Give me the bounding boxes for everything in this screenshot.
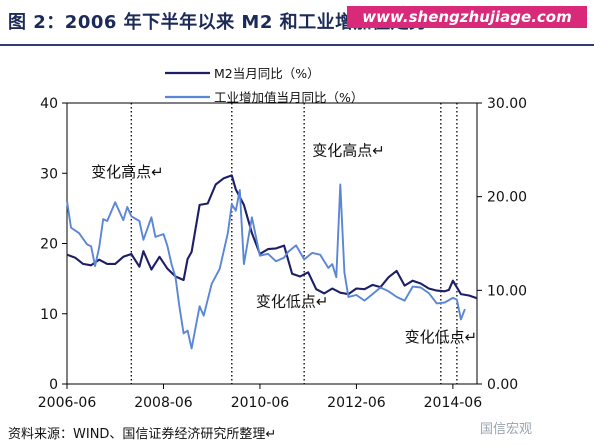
x-tick-label-0: 2006-06 (38, 395, 97, 411)
legend-label-m2: M2当月同比（%） (214, 66, 320, 81)
page-title: 图 2：2006 年下半年以来 M2 和工业增加值走势↵ (8, 12, 444, 33)
x-tick-label-3: 2012-06 (327, 395, 386, 411)
legend: M2当月同比（%） 工业增加值当月同比（%） (165, 66, 363, 105)
title-divider (0, 44, 594, 46)
y-left-tick-label-0: 0 (49, 377, 58, 393)
logo-text: 国信宏观 (480, 422, 533, 437)
annotations: 变化高点↵ 变化高点↵ 变化低点↵ 变化低点↵ (91, 142, 477, 346)
watermark: www.shengzhujiage.com (347, 6, 587, 28)
y-left-tick-label-2: 20 (40, 237, 58, 253)
annotation-3: 变化低点↵ (405, 328, 478, 346)
y-right-tick-label-1: 10.00 (487, 283, 527, 299)
y-left-tick-label-3: 30 (40, 166, 58, 182)
series-lines (66, 174, 478, 350)
series-line-m2 (66, 174, 478, 300)
annotation-0: 变化高点↵ (91, 163, 164, 181)
series-line-industrial (66, 183, 466, 350)
source-note: 资料来源：WIND、国信证券经济研究所整理↵ (8, 427, 277, 442)
x-tick-label-1: 2008-06 (134, 395, 193, 411)
annotation-1: 变化高点↵ (312, 142, 385, 160)
y-right-tick-label-3: 30.00 (487, 96, 527, 112)
annotation-2: 变化低点↵ (256, 293, 329, 311)
y-left-tick-label-4: 40 (40, 96, 58, 112)
legend-label-industrial: 工业增加值当月同比（%） (214, 90, 363, 105)
y-right-tick-label-2: 20.00 (487, 190, 527, 206)
axis-ticks: 0 10 20 30 40 0.00 10.00 20.00 30.00 2006-06 2008-… (38, 96, 527, 411)
y-left-tick-label-1: 10 (40, 307, 58, 323)
x-tick-label-2: 2010-06 (231, 395, 290, 411)
vertical-markers (130, 103, 458, 384)
x-tick-label-4: 2014-06 (424, 395, 483, 411)
y-right-tick-label-0: 0.00 (487, 377, 518, 393)
